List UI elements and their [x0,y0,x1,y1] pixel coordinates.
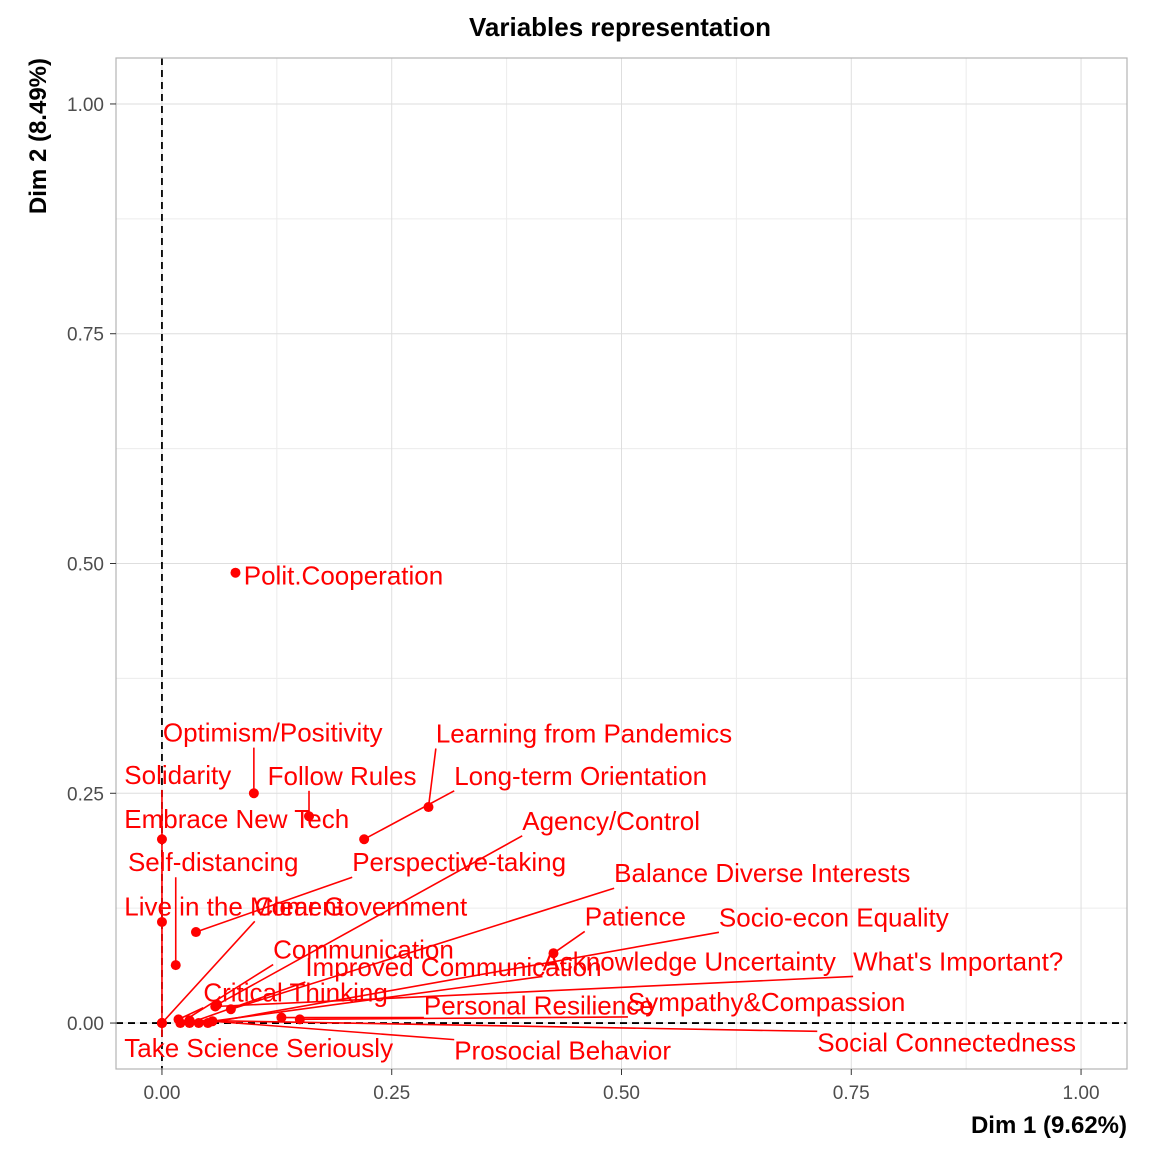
point-optimism-positivity [248,788,259,799]
label-social-connectedness: Social Connectedness [817,1027,1076,1057]
point-social-connectedness [184,1015,195,1026]
label-clear-government: Clear Government [255,891,468,921]
connector-communication [179,963,274,1024]
y-tick-label: 0.75 [67,325,104,346]
variable-points [156,567,559,1029]
label-communication: Communication [273,935,454,965]
label-perspective-taking: Perspective-taking [352,847,566,877]
point-self-distancing [170,960,181,971]
label-take-science-seriously: Take Science Seriously [124,1033,393,1063]
connector-improved-communication [189,981,306,1024]
point-acknowledge-uncertainty [193,1018,204,1029]
label-connectors [161,747,854,1041]
y-tick-label: 1.00 [67,95,104,116]
label-prosocial-behavior: Prosocial Behavior [454,1036,671,1066]
point-personal-resilience [276,1012,287,1023]
label-balance-diverse-interests: Balance Diverse Interests [614,858,910,888]
point-polit-cooperation [230,567,241,578]
connector-social-connectedness [189,1019,818,1033]
label-personal-resilience: Personal Resilience [424,991,654,1021]
connector-socio-econ-equality [207,931,720,1024]
label-socio-econ-equality: Socio-econ Equality [719,902,949,932]
variable-labels: Polit.Cooperation Optimism/Positivity Lear… [124,560,1076,1065]
y-tick-label: 0.00 [67,1014,104,1035]
label-patience: Patience [585,901,686,931]
label-polit-cooperation: Polit.Cooperation [244,560,443,590]
x-axis-title: Dim 1 (9.62%) [971,1112,1127,1139]
x-tick-label: 0.25 [373,1083,410,1104]
point-learning-from-pandemics [423,802,434,813]
x-tick-label: 0.50 [603,1083,640,1104]
label-sympathy-compassion: Sympathy&Compassion [628,987,905,1017]
label-acknowledge-uncertainty: Acknowledge Uncertainty [542,946,835,976]
label-self-distancing: Self-distancing [128,847,299,877]
label-live-in-the-moment: Live in the Moment [124,891,344,921]
point-balance-diverse-interests [225,1004,236,1015]
point-critical-thinking [173,1014,184,1025]
chart-title: Variables representation [469,12,771,42]
y-tick-label: 0.50 [67,555,104,576]
x-tick-label: 0.75 [833,1083,870,1104]
connector-patience [553,930,586,954]
label-embrace-new-tech: Embrace New Tech [124,804,349,834]
connector-learning-from-pandemics [427,748,437,808]
connector-perspective-taking [195,876,353,933]
point-perspective-taking [190,927,201,938]
x-tick-label: 0.00 [143,1083,180,1104]
label-agency-control: Agency/Control [522,806,700,836]
point-follow-rules [304,811,315,822]
point-solidarity [156,834,167,845]
point-long-term-orientation [359,834,370,845]
label-optimism-positivity: Optimism/Positivity [163,718,383,748]
connector-clear-government [161,920,256,1024]
label-improved-communication: Improved Communication [305,952,601,982]
connector-agency-control [216,835,523,1006]
point-prosocial-behavior [207,1016,218,1027]
connector-long-term-orientation [363,790,455,840]
label-long-term-orientation: Long-term Orientation [454,761,707,791]
y-axis-title: Dim 2 (8.49%) [25,58,52,214]
label-solidarity: Solidarity [124,760,231,790]
label-learning-from-pandemics: Learning from Pandemics [436,719,732,749]
point-patience [548,948,559,959]
y-tick-label: 0.25 [67,784,104,805]
point-what-s-important [210,1001,221,1012]
connector-prosocial-behavior [212,1020,455,1041]
connector-what-s-important [215,975,854,1008]
axis-ticks: 0.00 0.25 0.50 0.75 1.00 0.00 0.25 0.50 0.75 1.00 [67,95,1100,1104]
label-critical-thinking: Critical Thinking [203,978,387,1008]
label-follow-rules: Follow Rules [268,761,417,791]
point-embrace-new-tech [156,916,167,927]
point-take-science-seriously [156,1018,167,1029]
connector-sympathy-compassion [299,1016,628,1021]
label-what-s-important: What's Important? [853,946,1063,976]
x-tick-label: 1.00 [1063,1083,1100,1104]
point-sympathy-compassion [294,1014,305,1025]
connector-balance-diverse-interests [230,887,615,1011]
